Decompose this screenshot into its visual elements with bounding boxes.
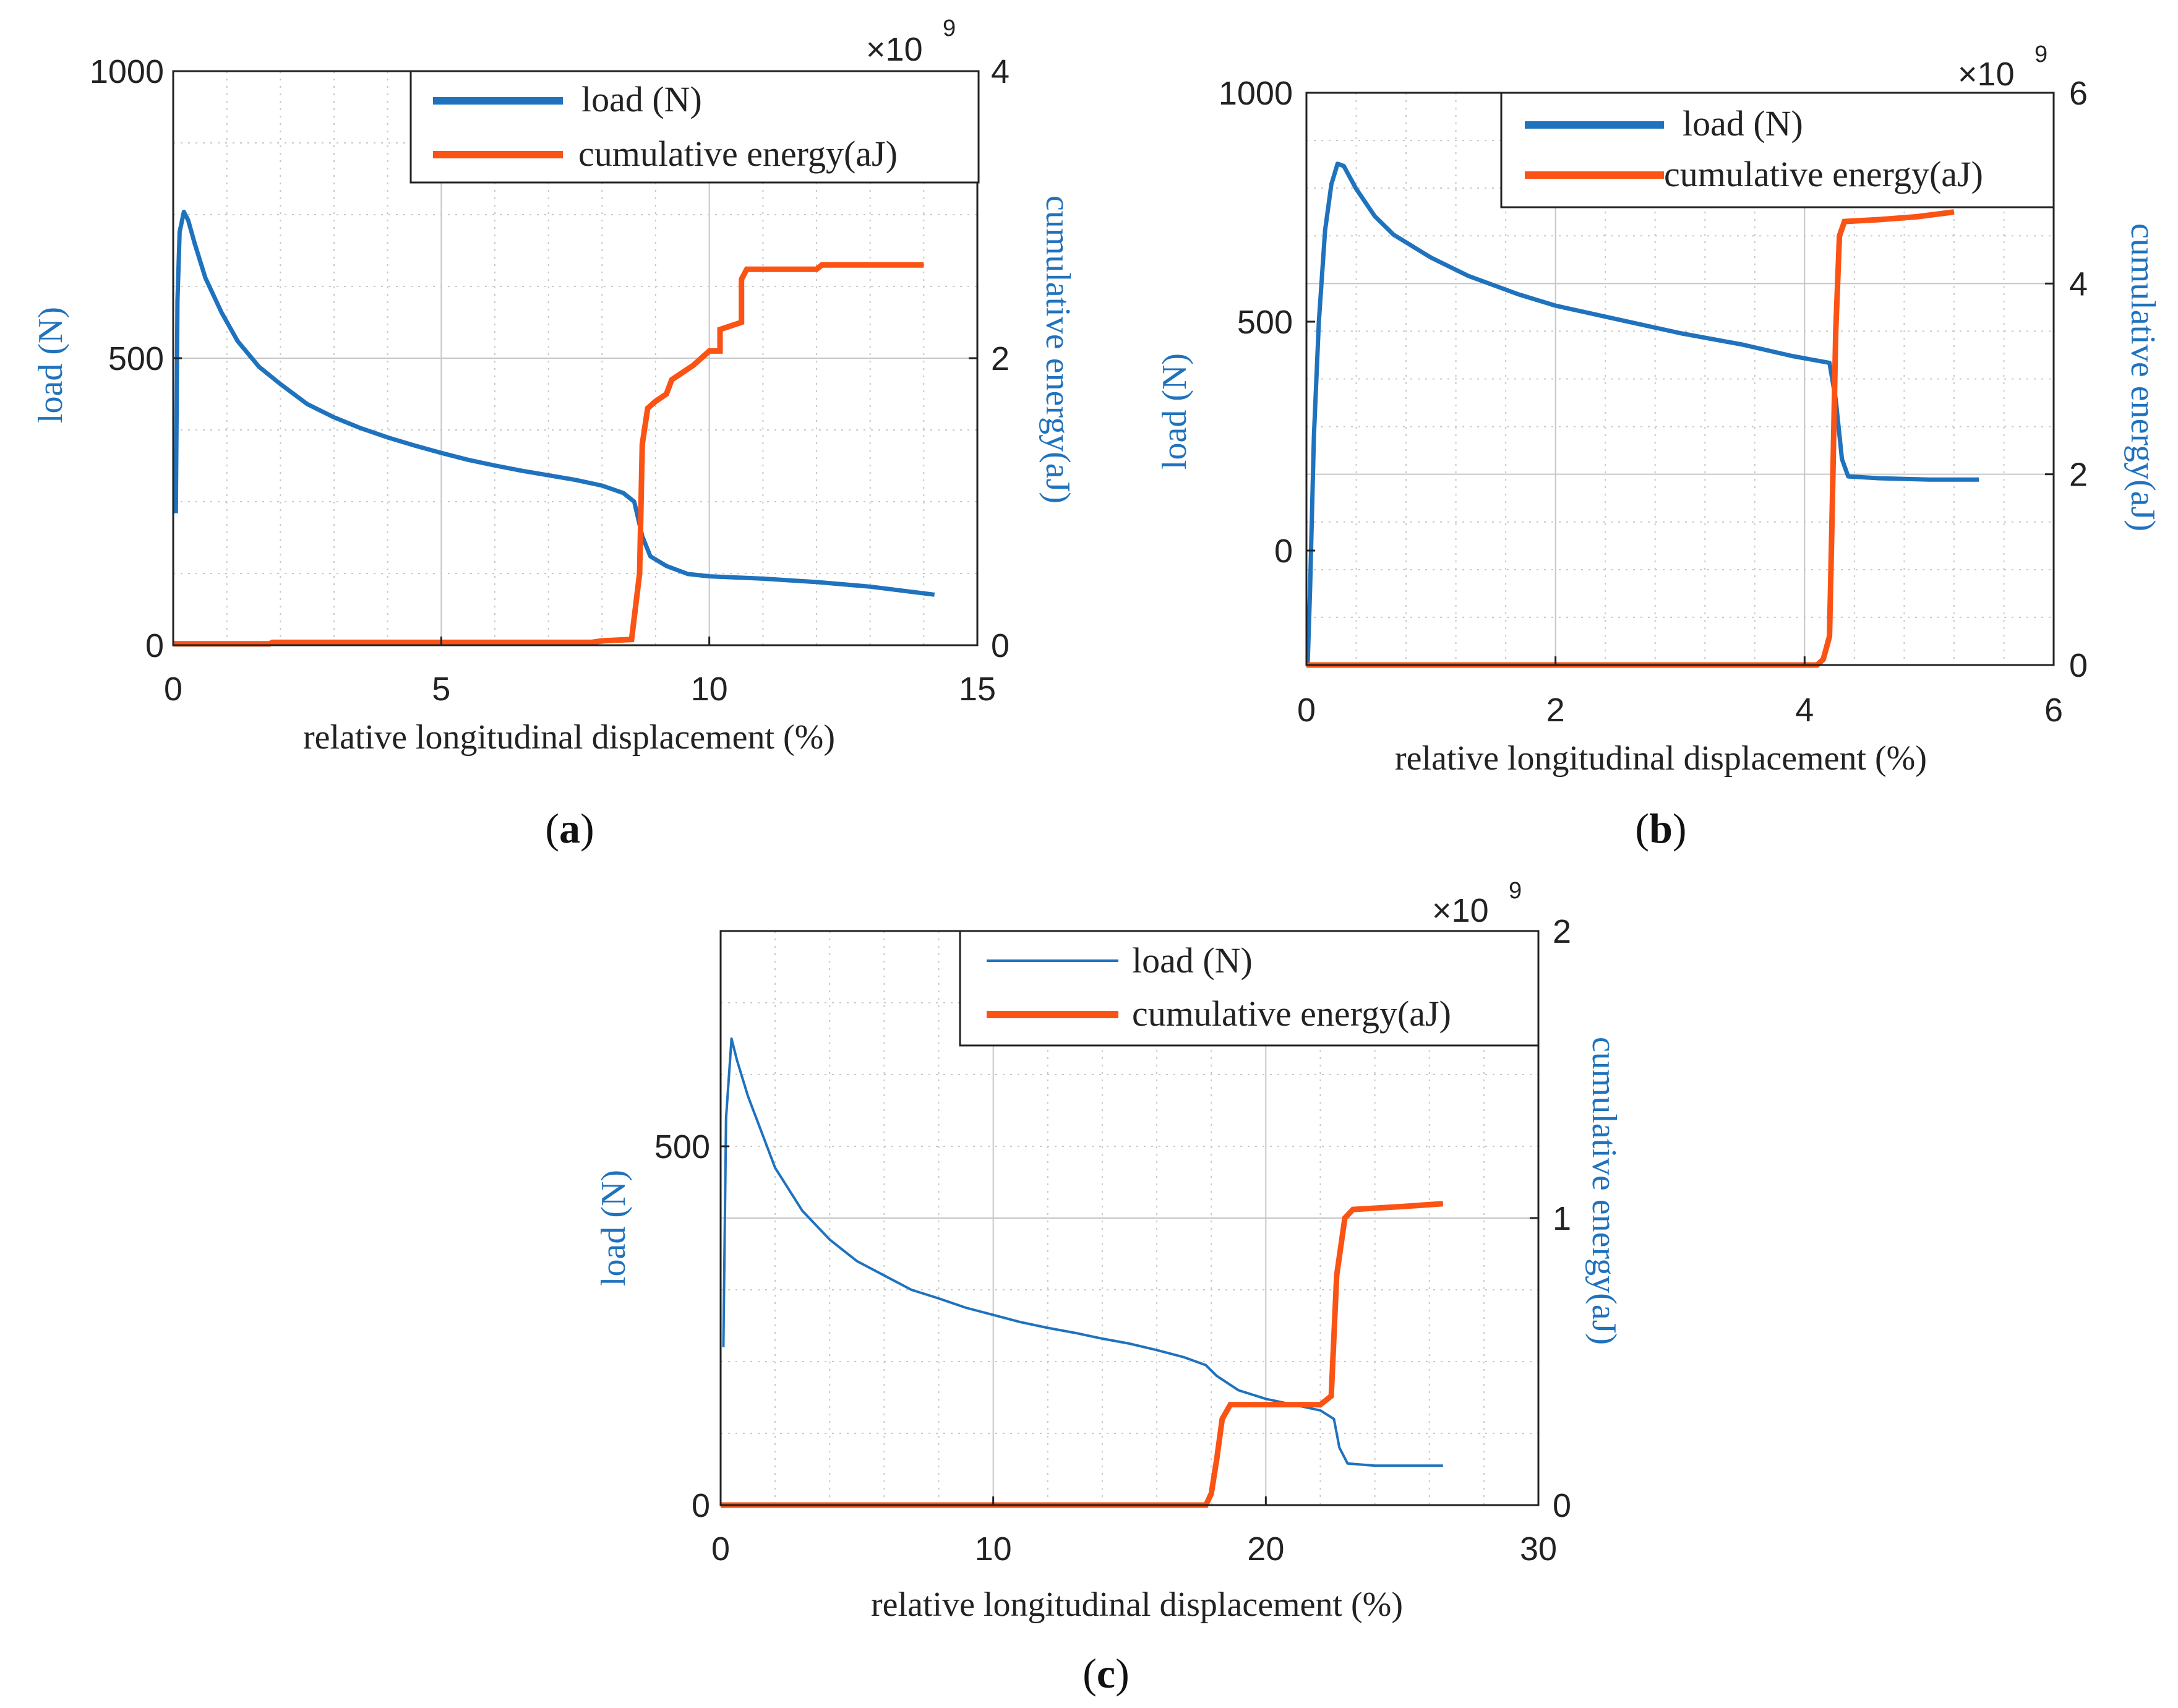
y-left-tick-a-0: 0 (145, 627, 164, 664)
y-right-tick-b-2: 4 (2069, 265, 2088, 303)
x-tick-c-3: 30 (1520, 1530, 1557, 1568)
y-left-tick-b-2: 1000 (1219, 75, 1293, 112)
x-tick-c-1: 10 (975, 1530, 1012, 1568)
y-right-tick-b-3: 6 (2069, 75, 2088, 112)
energy-series-path (173, 262, 924, 647)
x-axis-label-b: relative longitudinal displacement (%) (1395, 739, 1927, 778)
exponent-base-b: ×10 (1958, 56, 2015, 93)
caption-a: (a) (545, 805, 594, 852)
x-tick-b-1: 2 (1546, 692, 1565, 729)
y-right-axis-label-c: cumulative energy(aJ) (1585, 1037, 1623, 1345)
caption-c: (c) (1083, 1650, 1130, 1697)
caption-b: (b) (1635, 805, 1686, 852)
load-line-a (173, 209, 935, 597)
chart-panel-b: 0 2 4 6 0 500 1000 0 2 4 6 relative long… (1155, 41, 2162, 778)
x-tick-a-3: 15 (959, 671, 996, 708)
y-left-tick-c-0: 0 (692, 1487, 710, 1524)
legend-load-label-c: load (N) (1132, 940, 1253, 981)
y-right-tick-a-2: 4 (991, 53, 1010, 90)
load-series-path (722, 1037, 1443, 1467)
y-right-tick-b-1: 2 (2069, 457, 2088, 494)
energy-line-a (173, 262, 924, 647)
legend-energy-label-c: cumulative energy(aJ) (1132, 993, 1451, 1034)
x-axis-label-c: relative longitudinal displacement (%) (871, 1586, 1403, 1624)
y-right-tick-a-1: 2 (991, 340, 1010, 377)
exponent-c: ×10 9 (1432, 878, 1522, 929)
chart-panel-a: 0 5 10 15 0 500 1000 0 2 4 relative long… (32, 15, 1077, 757)
legend-c: load (N) cumulative energy(aJ) (959, 930, 1540, 1047)
energy-line-c (721, 1201, 1444, 1508)
exponent-power-a: 9 (943, 15, 956, 41)
exponent-base-c: ×10 (1432, 892, 1489, 929)
caption-a-text: (a) (545, 805, 594, 852)
exponent-a: ×10 9 (866, 15, 956, 68)
load-series-path (173, 209, 935, 597)
exponent-power-b: 9 (2034, 41, 2047, 67)
caption-c-text: (c) (1083, 1650, 1130, 1697)
y-right-axis-label-b: cumulative energy(aJ) (2124, 223, 2162, 531)
y-left-axis-label-b: load (N) (1155, 353, 1194, 470)
y-left-tick-a-2: 1000 (90, 53, 164, 90)
load-line-b (1305, 161, 1979, 666)
ticks-b (1305, 92, 2055, 666)
legend-b: load (N) cumulative energy(aJ) (1500, 92, 2055, 208)
y-right-tick-b-0: 0 (2069, 647, 2088, 684)
legend-energy-label-b: cumulative energy(aJ) (1664, 154, 1983, 194)
caption-c-letter: c (1097, 1650, 1115, 1697)
exponent-b: ×10 9 (1958, 41, 2047, 93)
load-series-path (1305, 161, 1979, 666)
energy-line-b (1306, 209, 1955, 668)
legend-box-b (1500, 92, 2055, 208)
caption-b-text: (b) (1635, 805, 1686, 852)
legend-box-c (959, 930, 1540, 1047)
x-tick-b-0: 0 (1297, 692, 1316, 729)
x-tick-c-2: 20 (1247, 1530, 1284, 1568)
x-tick-b-3: 6 (2044, 692, 2063, 729)
x-tick-a-0: 0 (164, 671, 182, 708)
x-tick-c-0: 0 (711, 1530, 730, 1568)
y-left-axis-label-a: load (N) (32, 307, 70, 423)
ticks-a (172, 70, 979, 646)
y-left-tick-a-1: 500 (108, 340, 164, 377)
y-right-axis-label-a: cumulative energy(aJ) (1039, 195, 1077, 504)
energy-series-path (721, 1201, 1444, 1508)
y-right-tick-c-0: 0 (1553, 1487, 1571, 1524)
caption-b-letter: b (1649, 805, 1673, 852)
x-tick-a-1: 5 (432, 671, 450, 708)
x-tick-b-2: 4 (1795, 692, 1814, 729)
y-right-tick-c-2: 2 (1553, 913, 1571, 950)
legend-box-a (409, 70, 980, 184)
exponent-base-a: ×10 (866, 31, 923, 68)
y-left-tick-b-0: 0 (1274, 533, 1293, 570)
caption-a-letter: a (559, 805, 580, 852)
x-tick-a-2: 10 (691, 671, 728, 708)
x-axis-label-a: relative longitudinal displacement (%) (303, 718, 835, 757)
load-line-c (722, 1037, 1443, 1467)
chart-panel-c: 0 10 20 30 0 500 0 1 2 relative longitud… (594, 878, 1623, 1624)
exponent-power-c: 9 (1509, 878, 1522, 904)
y-left-tick-b-1: 500 (1237, 304, 1293, 341)
y-right-tick-c-1: 1 (1553, 1200, 1571, 1237)
legend-a: load (N) cumulative energy(aJ) (409, 70, 980, 184)
legend-load-label-a: load (N) (581, 79, 702, 119)
energy-series-path (1306, 209, 1955, 668)
y-right-tick-a-0: 0 (991, 627, 1010, 664)
legend-load-label-b: load (N) (1683, 103, 1803, 144)
legend-energy-label-a: cumulative energy(aJ) (578, 134, 898, 174)
y-left-axis-label-c: load (N) (594, 1170, 633, 1286)
y-left-tick-c-1: 500 (654, 1128, 710, 1165)
